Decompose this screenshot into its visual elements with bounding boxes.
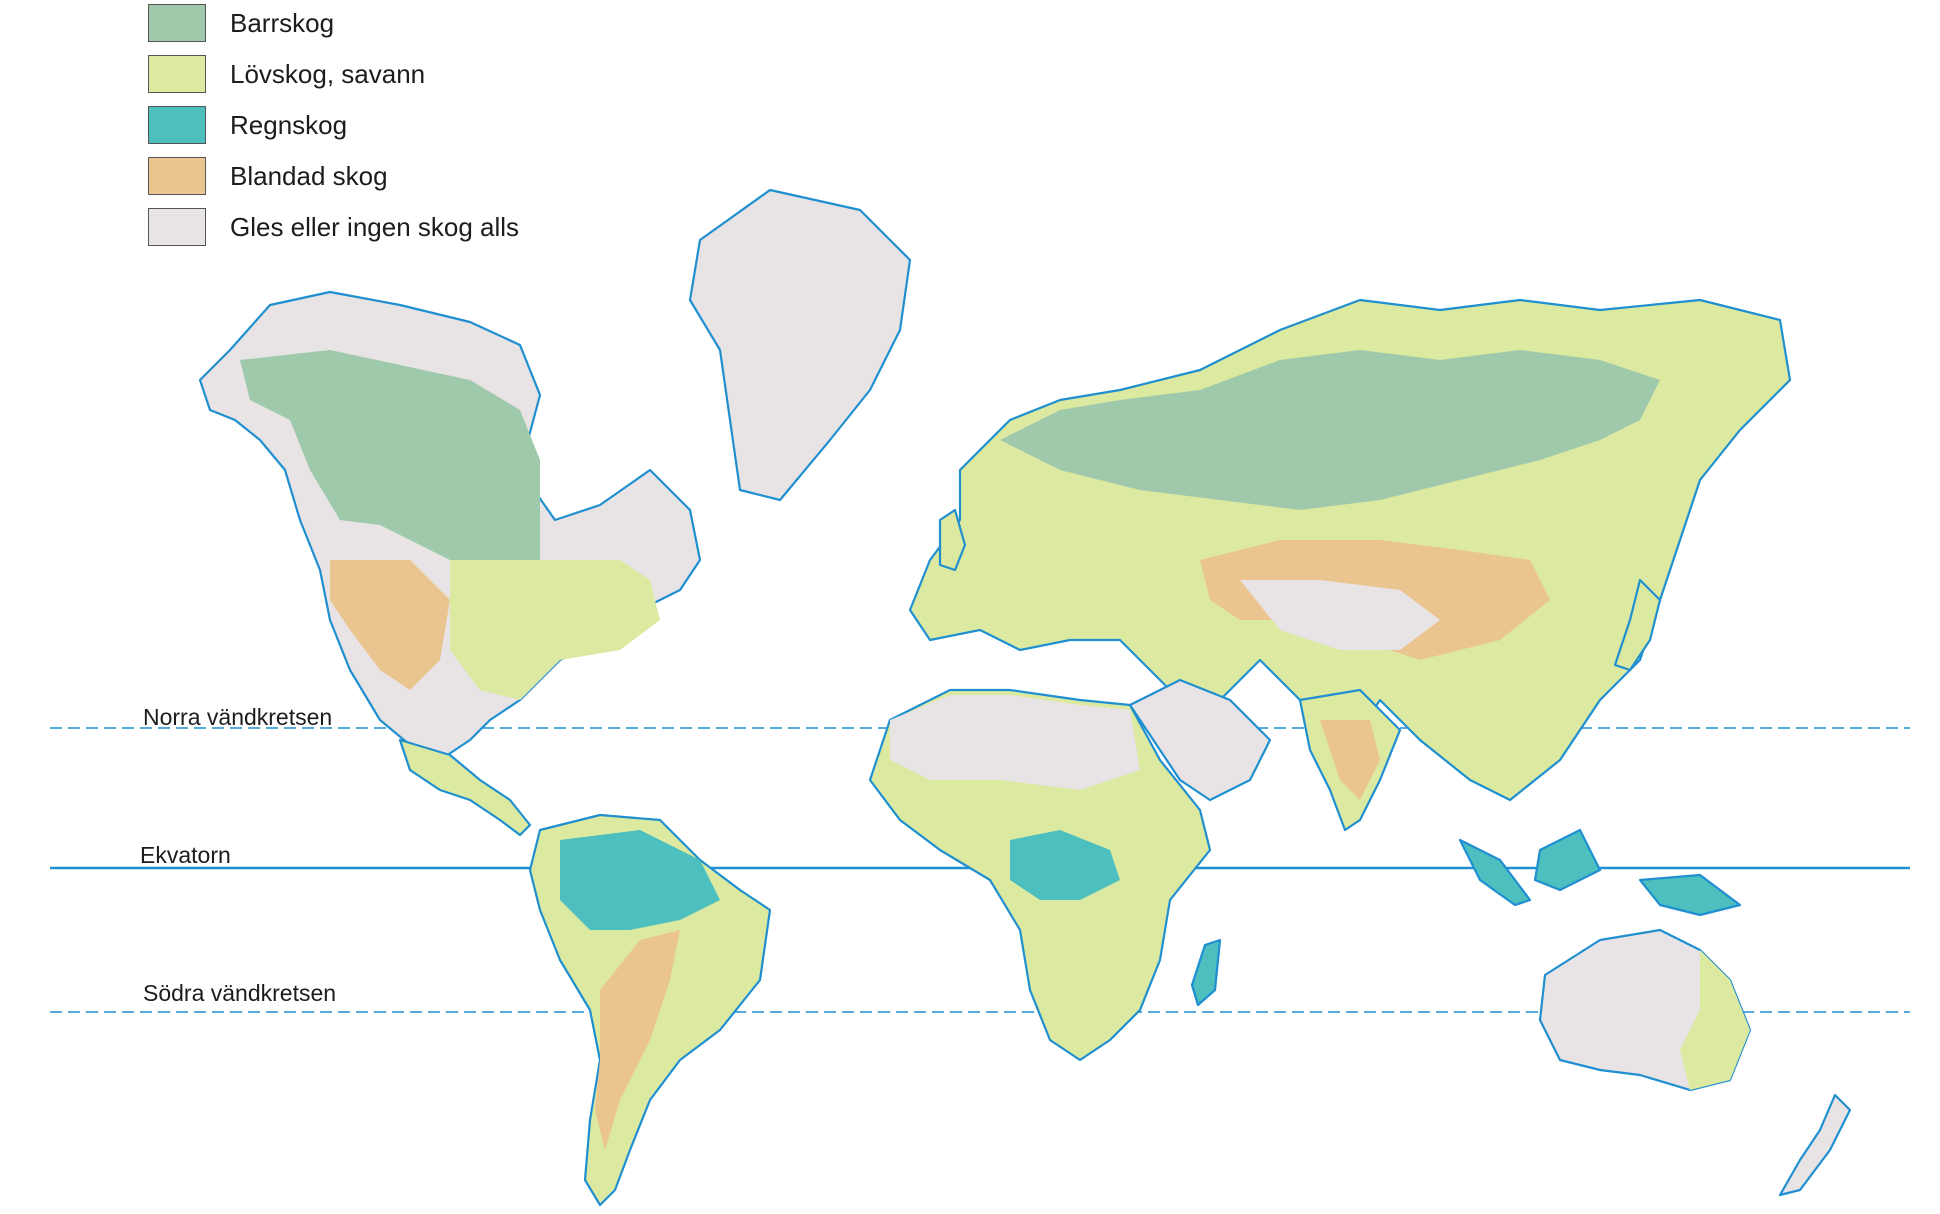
eu-barrskog <box>1000 350 1660 510</box>
legend-label: Lövskog, savann <box>230 59 426 89</box>
au-lovskog <box>1680 950 1750 1090</box>
legend-item-gles: Gles eller ingen skog alls <box>148 208 568 252</box>
legend-label: Blandad skog <box>230 161 388 191</box>
legend-label: Regnskog <box>230 110 348 140</box>
legend-swatch-gles <box>148 208 206 246</box>
legend-item-barrskog: Barrskog <box>148 4 568 48</box>
tropic-south-label: Södra vändkretsen <box>143 980 337 1006</box>
tropic-north-label: Norra vändkretsen <box>143 704 333 730</box>
legend-swatch-blandad <box>148 157 206 195</box>
legend-swatch-lovskog <box>148 55 206 93</box>
britain <box>938 508 967 572</box>
legend-swatch-regnskog <box>148 106 206 144</box>
arabia <box>1128 678 1272 802</box>
legend-item-blandad: Blandad skog <box>148 157 568 201</box>
na-barrskog <box>240 350 540 570</box>
japan <box>1613 578 1662 672</box>
sa-regnskog <box>560 830 720 930</box>
indonesia <box>1458 828 1742 917</box>
sa-blandad <box>595 930 680 1150</box>
new-zealand <box>1778 1093 1852 1197</box>
vegetation-overlays <box>240 350 1750 1150</box>
legend-label: Gles eller ingen skog alls <box>230 212 520 242</box>
af-regnskog <box>1010 830 1120 900</box>
madagascar <box>1190 938 1222 1007</box>
na-blandad <box>330 560 450 690</box>
as-gles <box>1240 580 1440 650</box>
equator-label: Ekvatorn <box>140 842 231 868</box>
greenland <box>688 188 912 502</box>
central-america <box>398 738 532 837</box>
legend-label: Barrskog <box>230 8 335 38</box>
legend-swatch-barrskog <box>148 4 206 42</box>
na-lovskog <box>450 560 660 700</box>
af-sahara <box>890 695 1140 790</box>
legend-item-regnskog: Regnskog <box>148 106 568 150</box>
in-blandad <box>1320 720 1380 800</box>
legend-item-lovskog: Lövskog, savann <box>148 55 568 99</box>
